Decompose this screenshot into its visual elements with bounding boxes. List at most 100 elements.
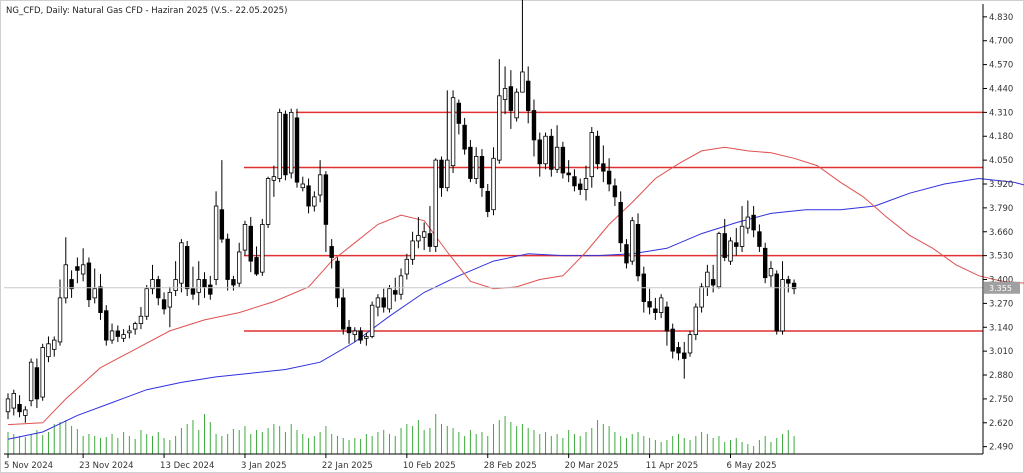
candlestick: [635, 213, 641, 282]
candle-body: [722, 233, 727, 258]
candlestick: [514, 88, 519, 122]
candle-body: [306, 185, 311, 207]
candle-body: [462, 124, 467, 150]
x-axis-ticks: 5 Nov 2024 23 Nov 2024 13 Dec 2024 3 Jan 20…: [4, 454, 777, 471]
candlestick: [502, 66, 508, 115]
candlestick: [289, 108, 294, 179]
candle-body: [716, 233, 722, 288]
candle-body: [271, 176, 277, 181]
candle-body: [236, 251, 242, 284]
candle-body: [115, 330, 121, 337]
candlestick: [653, 297, 658, 320]
candlestick: [630, 217, 635, 265]
candle-body: [369, 304, 375, 337]
candle-body: [514, 91, 519, 119]
candle-body: [439, 159, 444, 189]
candle-body: [543, 135, 548, 165]
candle-body: [612, 185, 618, 198]
candle-body: [364, 336, 369, 339]
candle-body: [601, 163, 606, 172]
y-axis-tick-label: 3.790: [989, 204, 1013, 214]
candle-body: [664, 306, 670, 332]
support-resistance-levels: [244, 111, 983, 332]
candlestick: [693, 303, 699, 341]
y-axis-tick-label: 2.620: [989, 419, 1013, 429]
candlestick: [768, 261, 774, 287]
candlestick: [578, 178, 583, 196]
candle-body: [358, 330, 363, 341]
candlestick: [398, 268, 404, 300]
candle-body: [341, 297, 346, 330]
y-axis-tick-label: 2.490: [989, 443, 1013, 453]
candlestick: [138, 307, 144, 330]
candlestick: [213, 191, 219, 286]
candle-body: [491, 157, 496, 211]
candlestick: [670, 323, 675, 359]
candlestick: [612, 178, 618, 207]
candle-body: [537, 139, 542, 165]
candle-body: [757, 231, 762, 247]
candle-body: [398, 275, 404, 295]
candle-body: [254, 257, 259, 275]
candlestick: [734, 228, 739, 256]
candlestick: [161, 292, 167, 315]
candlestick: [439, 156, 444, 197]
candlestick: [508, 70, 514, 129]
candlestick: [780, 261, 785, 335]
candle-body: [40, 347, 45, 398]
candle-body: [375, 297, 381, 308]
candlestick: [335, 257, 340, 308]
candlestick: [543, 132, 548, 170]
candle-body: [179, 242, 184, 284]
y-axis-tick-label: 4.830: [989, 13, 1013, 23]
candlestick: [745, 200, 751, 234]
candle-body: [225, 238, 230, 280]
candlestick: [109, 323, 115, 344]
candlestick: [346, 319, 352, 344]
candlestick: [115, 325, 121, 342]
candle-body: [624, 244, 629, 264]
candle-body: [786, 279, 791, 284]
candle-body: [161, 299, 167, 310]
candle-body: [196, 279, 201, 293]
candle-body: [560, 146, 566, 174]
candlestick: [104, 305, 109, 346]
candlestick: [57, 279, 63, 346]
y-axis-tick-label: 2.880: [989, 371, 1013, 381]
volume-bars: [7, 414, 795, 454]
candle-body: [739, 225, 745, 247]
candlestick: [589, 127, 594, 188]
candlestick: [491, 147, 496, 216]
candlestick: [757, 224, 762, 252]
candle-body: [80, 264, 86, 275]
y-axis-ticks: 4.830 4.700 4.570 4.440 4.310 4.180 4.050 3.920…: [983, 13, 1013, 453]
candle-body: [578, 183, 583, 190]
current-price-label: 3.355: [989, 284, 1012, 293]
candlestick: [260, 218, 265, 276]
candlestick: [98, 274, 103, 320]
candle-body: [421, 231, 427, 238]
candlestick: [127, 325, 132, 339]
candlestick: [248, 217, 253, 273]
candle-body: [317, 174, 323, 196]
candle-body: [231, 279, 236, 286]
candle-body: [329, 246, 334, 258]
candlestick: [5, 393, 11, 420]
x-axis-tick-label: 11 Apr 2025: [646, 461, 699, 471]
y-axis-tick-label: 4.050: [989, 156, 1013, 166]
candlestick: [716, 231, 722, 289]
moving-averages: [7, 146, 1024, 440]
candle-body: [595, 135, 600, 165]
candle-body: [52, 339, 57, 350]
candlestick: [317, 160, 323, 203]
y-axis-tick-label: 3.270: [989, 299, 1013, 309]
candlestick: [433, 158, 438, 252]
candle-body: [208, 284, 213, 295]
candlestick: [34, 358, 40, 409]
candle-body: [583, 178, 589, 190]
candlestick: [445, 90, 450, 192]
candlestick: [242, 220, 248, 256]
candlestick: [167, 286, 173, 328]
